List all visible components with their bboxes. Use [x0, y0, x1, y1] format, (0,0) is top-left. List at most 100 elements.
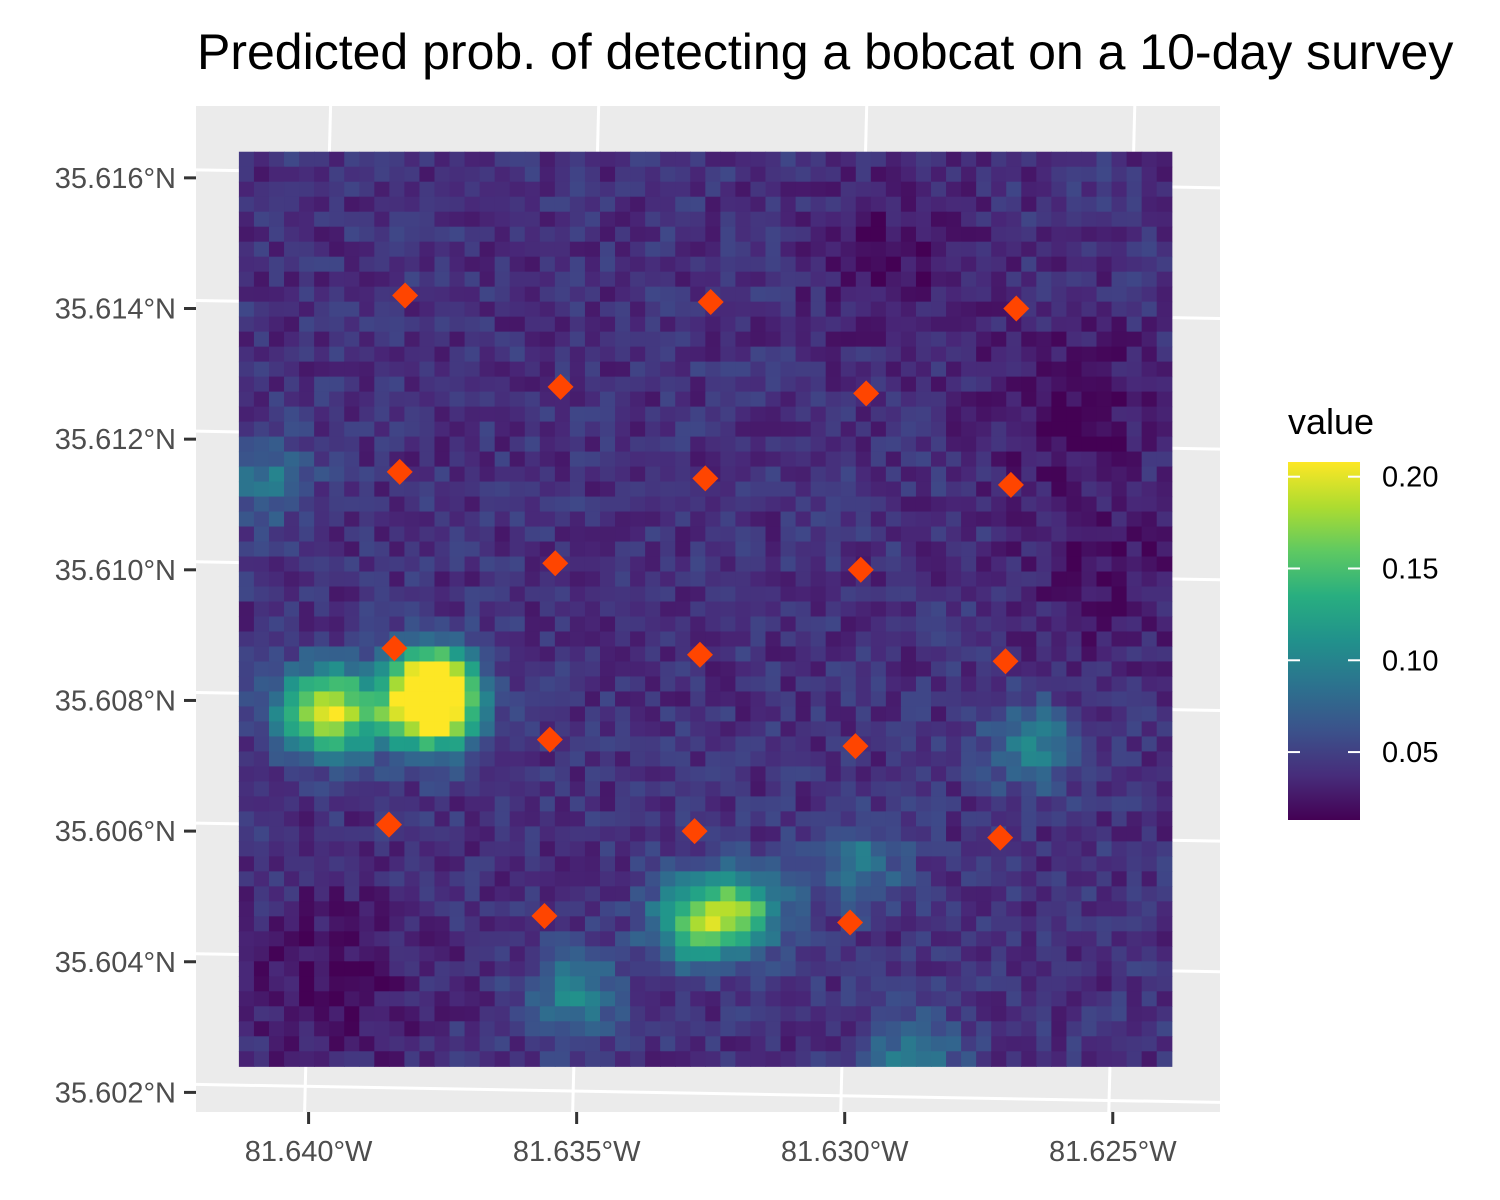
raster-cell [1051, 181, 1068, 198]
raster-cell [238, 646, 255, 663]
raster-cell [253, 811, 270, 827]
raster-cell [915, 631, 932, 648]
raster-cell [389, 1021, 405, 1037]
raster-cell [795, 241, 812, 258]
raster-cell [885, 571, 902, 588]
raster-cell [810, 991, 827, 1007]
raster-cell [840, 871, 857, 887]
raster-cell [1111, 196, 1128, 213]
raster-cell [675, 196, 691, 213]
raster-cell [569, 241, 586, 258]
raster-cell [961, 286, 977, 303]
raster-cell [419, 706, 436, 723]
raster-cell [780, 721, 797, 738]
raster-cell [765, 916, 782, 932]
raster-cell [1021, 226, 1037, 243]
raster-cell [931, 706, 947, 723]
raster-cell [284, 541, 300, 558]
raster-cell [434, 1006, 451, 1022]
raster-cell [735, 736, 752, 753]
raster-cell [840, 796, 857, 812]
raster-cell [569, 961, 586, 977]
raster-cell [569, 661, 586, 678]
raster-cell [690, 151, 706, 168]
raster-cell [705, 361, 721, 378]
raster-cell [359, 916, 375, 932]
raster-cell [1126, 871, 1143, 887]
raster-cell [765, 1021, 782, 1037]
raster-cell [584, 661, 601, 678]
raster-cell [494, 496, 511, 513]
raster-cell [238, 721, 255, 738]
raster-cell [1036, 601, 1052, 618]
raster-cell [615, 991, 631, 1007]
raster-cell [1021, 526, 1037, 543]
raster-cell [705, 1036, 721, 1052]
raster-cell [464, 166, 481, 183]
raster-cell [900, 316, 917, 333]
raster-cell [344, 856, 360, 872]
raster-cell [1081, 151, 1098, 168]
raster-cell [750, 1021, 767, 1037]
legend: value 0.200.150.100.05 [1288, 401, 1438, 820]
raster-cell [1051, 886, 1068, 902]
raster-cell [404, 496, 421, 513]
raster-cell [299, 211, 315, 228]
raster-cell [675, 436, 691, 453]
raster-cell [946, 661, 962, 678]
raster-cell [690, 601, 706, 618]
raster-cell [1096, 226, 1113, 243]
raster-cell [509, 856, 526, 872]
raster-cell [825, 796, 842, 812]
raster-cell [991, 946, 1007, 962]
raster-cell [1006, 721, 1022, 738]
raster-cell [765, 841, 782, 857]
raster-cell [900, 706, 917, 723]
raster-cell [344, 346, 360, 363]
raster-cell [720, 391, 737, 408]
raster-cell [615, 331, 631, 348]
raster-cell [600, 556, 616, 573]
raster-cell [750, 976, 767, 992]
raster-cell [238, 1051, 255, 1067]
raster-cell [1081, 196, 1098, 213]
raster-cell [1111, 961, 1128, 977]
raster-cell [915, 361, 932, 378]
raster-cell [464, 301, 481, 318]
raster-cell [284, 676, 300, 693]
raster-cell [494, 1051, 511, 1067]
raster-cell [404, 526, 421, 543]
raster-cell [464, 451, 481, 468]
raster-cell [314, 466, 330, 483]
raster-cell [1111, 871, 1128, 887]
raster-cell [795, 466, 812, 483]
raster-cell [584, 601, 601, 618]
raster-cell [825, 346, 842, 363]
raster-cell [1066, 556, 1083, 573]
raster-cell [1156, 166, 1173, 183]
raster-cell [1156, 691, 1173, 708]
raster-cell [389, 436, 405, 453]
raster-cell [524, 196, 541, 213]
raster-cell [810, 781, 827, 797]
raster-cell [434, 436, 451, 453]
raster-cell [374, 886, 390, 902]
raster-cell [434, 691, 451, 708]
raster-cell [1081, 451, 1098, 468]
raster-cell [1156, 976, 1173, 992]
raster-cell [946, 1051, 962, 1067]
raster-cell [1096, 151, 1113, 168]
x-tick-label: 81.640°W [245, 1136, 373, 1168]
raster-cell [464, 1051, 481, 1067]
raster-cell [374, 211, 390, 228]
raster-cell [885, 601, 902, 618]
raster-cell [1126, 346, 1143, 363]
raster-cell [449, 931, 466, 947]
raster-cell [1156, 871, 1173, 887]
raster-cell [1096, 436, 1113, 453]
raster-cell [600, 1006, 616, 1022]
raster-cell [584, 721, 601, 738]
raster-cell [1066, 166, 1083, 183]
raster-cell [253, 286, 270, 303]
raster-cell [1051, 256, 1068, 273]
